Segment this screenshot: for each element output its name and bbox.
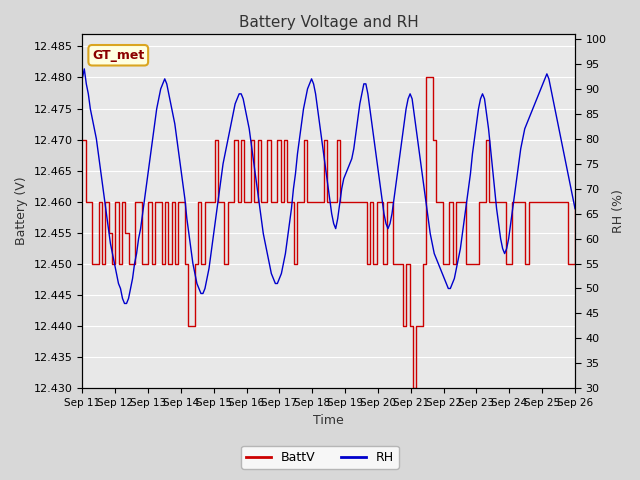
- Legend: BattV, RH: BattV, RH: [241, 446, 399, 469]
- Text: GT_met: GT_met: [92, 49, 145, 62]
- Title: Battery Voltage and RH: Battery Voltage and RH: [239, 15, 419, 30]
- X-axis label: Time: Time: [313, 414, 344, 427]
- Y-axis label: Battery (V): Battery (V): [15, 177, 28, 245]
- Y-axis label: RH (%): RH (%): [612, 189, 625, 233]
